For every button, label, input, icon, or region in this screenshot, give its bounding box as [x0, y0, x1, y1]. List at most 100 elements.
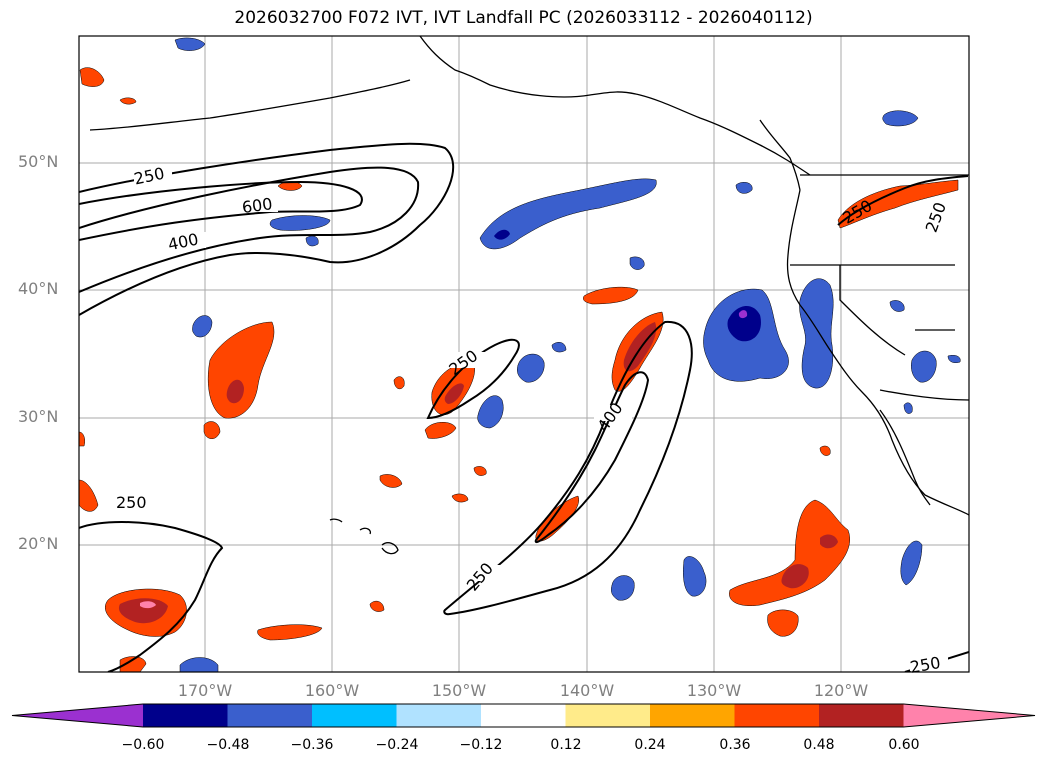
contour-label-400-central: 400 [593, 399, 626, 435]
negative-blob-e [611, 575, 635, 601]
ivt-contours [79, 142, 969, 672]
lon-label-120w: 120°W [813, 681, 869, 700]
positive-blob-5-core [781, 564, 809, 589]
lat-label-50n: 50°N [18, 152, 59, 171]
positive-blob-7-peak [140, 601, 156, 609]
colorbar-swatch [143, 704, 228, 727]
positive-blob-1 [207, 321, 275, 419]
positive-anomaly-areas [79, 67, 959, 672]
colorbar-swatch [312, 704, 397, 727]
positive-blob-16 [379, 474, 403, 488]
map-frame [78, 35, 970, 673]
contour-250-loop [426, 338, 520, 420]
positive-blob-5b [820, 534, 838, 549]
colorbar-swatch [481, 704, 566, 727]
positive-blob-6 [767, 609, 799, 637]
colorbar-tick-label: 0.60 [888, 737, 920, 753]
lon-label-130w: 130°W [686, 681, 742, 700]
colorbar-tick-label: −0.36 [290, 737, 334, 753]
positive-blob-8 [535, 495, 580, 542]
state-line-nv-ca [839, 265, 906, 356]
positive-blob-3-core [444, 383, 464, 404]
colorbar-tick-label: 0.36 [719, 737, 751, 753]
positive-blob-21 [473, 466, 487, 476]
contour-400-north [79, 166, 420, 293]
negative-blob-ca-core [727, 305, 761, 342]
negative-blob-p [903, 402, 913, 414]
gridlines [79, 36, 969, 672]
mexico-border [879, 389, 969, 401]
colorbar-tick-label: 0.24 [634, 737, 666, 753]
colorbar-tick-label: 0.12 [550, 737, 582, 753]
lat-label-30n: 30°N [18, 407, 59, 426]
colorbar-extend-min [12, 704, 143, 727]
lon-label-150w: 150°W [431, 681, 487, 700]
negative-blob-sierra [911, 350, 937, 383]
positive-blob-1-core [226, 379, 244, 404]
map-title: 2026032700 F072 IVT, IVT Landfall PC (20… [234, 8, 813, 28]
contour-250-north [79, 142, 455, 316]
alaska-coast [419, 36, 811, 176]
positive-blob-12 [79, 67, 105, 87]
colorbar-tick-label: −0.48 [206, 737, 250, 753]
positive-blob-11 [837, 179, 959, 229]
colorbar-swatch [819, 704, 904, 727]
contour-label-250-corner: 250 [909, 653, 942, 677]
colorbar-outline [11, 703, 1036, 728]
contour-600-north [79, 180, 363, 241]
negative-blob-k [629, 256, 645, 270]
negative-blob-g [900, 540, 923, 586]
lat-label-20n: 20°N [18, 534, 59, 553]
positive-blob-7-core [118, 598, 168, 624]
lat-label-40n: 40°N [18, 279, 59, 298]
bc-coast [759, 119, 801, 191]
colorbar-swatch [650, 704, 735, 727]
positive-blob-9 [257, 624, 323, 641]
positive-blob-13 [79, 479, 99, 512]
colorbar [11, 703, 1036, 728]
negative-blob-f [683, 556, 707, 597]
positive-blob-14 [79, 431, 86, 447]
colorbar-swatch [734, 704, 820, 727]
colorbar-extend-max [903, 704, 1035, 727]
positive-blob-23 [819, 445, 831, 456]
negative-blob-coast [799, 278, 834, 389]
negative-blob-j [179, 657, 219, 672]
contour-250-ne-coast [837, 175, 969, 226]
negative-blob-d [192, 315, 213, 338]
negative-blob-i [174, 37, 206, 51]
hawaii-islands [329, 518, 399, 555]
negative-blob-l [735, 182, 753, 194]
positive-blob-18 [451, 493, 469, 503]
lon-label-170w: 170°W [177, 681, 233, 700]
negative-blob-m [305, 235, 319, 247]
positive-blob-5 [729, 499, 850, 606]
contour-label-250-ne-b: 250 [922, 200, 950, 235]
colorbar-tick-label: 0.48 [803, 737, 835, 753]
contour-400-central [534, 371, 650, 544]
negative-blob-b [477, 395, 504, 429]
negative-blob-gulf [479, 178, 657, 250]
colorbar-swatch [396, 704, 482, 727]
negative-anomaly-areas [174, 37, 961, 672]
negative-blob-q [947, 355, 961, 363]
positive-blob-10 [424, 422, 457, 439]
colorbar-tick-label: −0.24 [375, 737, 419, 753]
positive-blob-22 [369, 600, 385, 612]
positive-blob-19 [203, 421, 221, 439]
negative-blob-c [269, 215, 331, 231]
lon-label-160w: 160°W [304, 681, 360, 700]
positive-blob-17 [393, 376, 405, 390]
negative-blob-h [882, 110, 919, 127]
colorbar-swatch [227, 704, 313, 727]
negative-blob-n [551, 342, 567, 353]
lon-label-140w: 140°W [559, 681, 615, 700]
contour-250-central [443, 320, 693, 616]
negative-blob-gulf-core [494, 229, 510, 240]
negative-blob-ca-purple [738, 310, 748, 319]
colorbar-swatch [565, 704, 651, 727]
positive-blob-24 [119, 97, 137, 105]
positive-blob-2-core [623, 322, 657, 372]
coastlines [89, 36, 969, 555]
